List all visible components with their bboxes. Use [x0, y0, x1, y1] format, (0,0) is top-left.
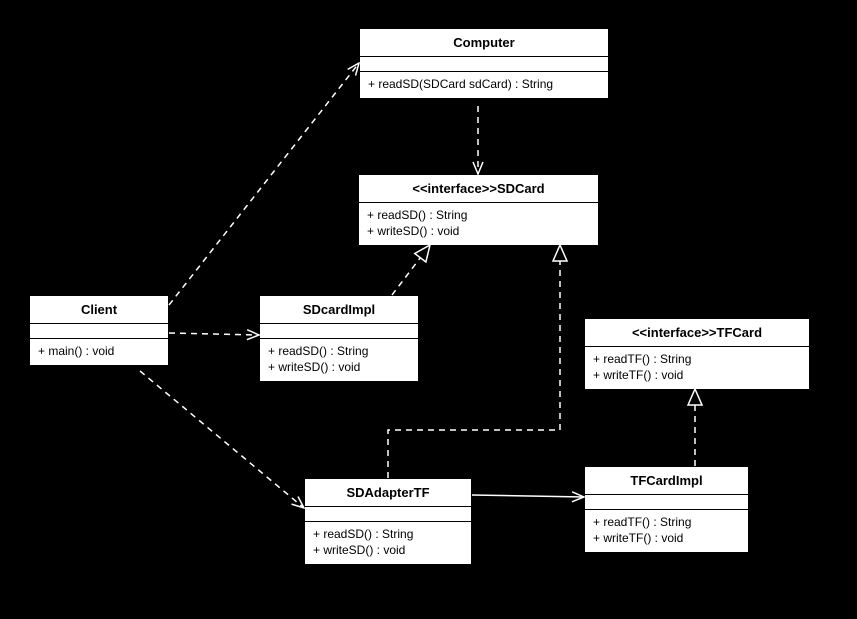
class-methods: + readSD() : String + writeSD() : void: [305, 522, 471, 564]
class-method: + writeTF() : void: [593, 530, 740, 546]
class-method: + main() : void: [38, 343, 160, 359]
class-name: SDCard: [497, 181, 545, 196]
class-title: <<interface>>TFCard: [585, 319, 809, 347]
class-methods: + main() : void: [30, 339, 168, 365]
class-methods: + readTF() : String + writeTF() : void: [585, 346, 809, 389]
class-method: + readSD() : String: [367, 207, 590, 223]
class-method: + writeTF() : void: [593, 367, 801, 383]
edge-client-to-computer: [169, 63, 359, 305]
edge-client-to-sdcardimpl: [169, 333, 259, 335]
edge-sdcardimpl-realizes-sdcard: [392, 245, 430, 295]
class-title: TFCardImpl: [585, 467, 748, 495]
class-method: + writeSD() : void: [367, 223, 590, 239]
class-methods: + readSD() : String + writeSD() : void: [359, 202, 598, 245]
edge-client-to-sdadapter: [140, 371, 304, 508]
stereotype-label: <<interface>>: [412, 181, 497, 196]
class-method: + writeSD() : void: [268, 359, 410, 375]
class-attrs: [360, 57, 608, 72]
class-method: + writeSD() : void: [313, 542, 463, 558]
class-computer: Computer + readSD(SDCard sdCard) : Strin…: [359, 28, 609, 99]
class-title: Client: [30, 296, 168, 324]
class-tfcardimpl: TFCardImpl + readTF() : String + writeTF…: [584, 466, 749, 553]
diagram-canvas: Computer + readSD(SDCard sdCard) : Strin…: [0, 0, 857, 619]
class-tfcard: <<interface>>TFCard + readTF() : String …: [584, 318, 810, 390]
class-title: SDAdapterTF: [305, 479, 471, 507]
class-title: Computer: [360, 29, 608, 57]
class-attrs: [260, 324, 418, 339]
class-methods: + readSD(SDCard sdCard) : String: [360, 72, 608, 98]
class-sdcard: <<interface>>SDCard + readSD() : String …: [358, 174, 599, 246]
class-method: + readSD() : String: [313, 526, 463, 542]
class-attrs: [30, 324, 168, 339]
class-attrs: [305, 507, 471, 522]
class-client: Client + main() : void: [29, 295, 169, 366]
class-title: SDcardImpl: [260, 296, 418, 324]
class-methods: + readTF() : String + writeTF() : void: [585, 510, 748, 552]
class-methods: + readSD() : String + writeSD() : void: [260, 339, 418, 381]
class-sdcardimpl: SDcardImpl + readSD() : String + writeSD…: [259, 295, 419, 382]
stereotype-label: <<interface>>: [632, 325, 717, 340]
class-method: + readTF() : String: [593, 351, 801, 367]
class-method: + readTF() : String: [593, 514, 740, 530]
edge-sdadapter-assoc-tfcardimpl: [472, 495, 584, 497]
class-method: + readSD() : String: [268, 343, 410, 359]
class-name: TFCard: [717, 325, 763, 340]
class-attrs: [585, 495, 748, 510]
class-sdadaptertf: SDAdapterTF + readSD() : String + writeS…: [304, 478, 472, 565]
class-title: <<interface>>SDCard: [359, 175, 598, 203]
class-method: + readSD(SDCard sdCard) : String: [368, 76, 600, 92]
